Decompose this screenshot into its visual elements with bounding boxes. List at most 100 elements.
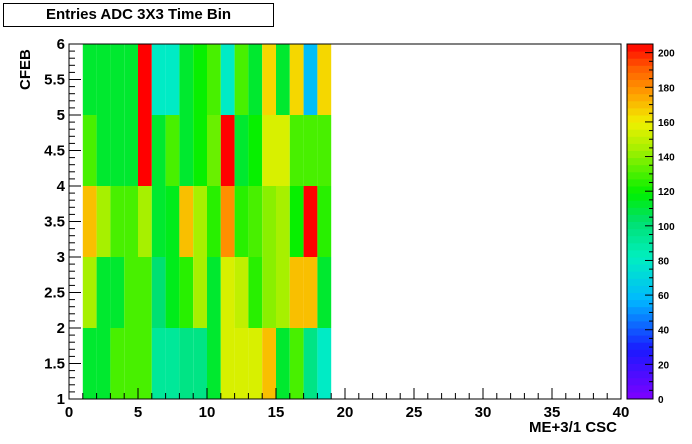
- x-tick-label: 25: [406, 404, 423, 421]
- x-tick-label: 5: [134, 404, 142, 421]
- heatmap-cell: [248, 115, 263, 186]
- y-tick-label: 1.5: [44, 356, 65, 373]
- palette-swatch: [627, 299, 653, 308]
- palette-swatch: [627, 384, 653, 393]
- palette-swatch: [627, 221, 653, 230]
- heatmap-cell: [248, 257, 263, 328]
- palette-swatch: [627, 186, 653, 194]
- heatmap-cell: [303, 328, 318, 399]
- heatmap-cell: [193, 328, 207, 399]
- heatmap-cell: [179, 44, 194, 115]
- heatmap-cell: [165, 115, 180, 186]
- palette-swatch: [627, 328, 653, 336]
- heatmap-cell: [138, 257, 152, 328]
- y-tick-label: 4: [57, 178, 66, 195]
- heatmap-cell: [317, 186, 332, 257]
- palette-tick-label: 140: [658, 153, 675, 164]
- x-tick-label: 40: [613, 404, 630, 421]
- heatmap-cell: [110, 328, 125, 399]
- palette-swatch: [627, 136, 653, 144]
- heatmap-cell: [151, 257, 166, 328]
- heatmap-cell: [124, 328, 138, 399]
- x-tick-label: 10: [199, 404, 216, 421]
- heatmap-cell: [248, 44, 263, 115]
- y-axis: 1 1.5 2 2.5 3 3.5 4 4.5 5 5.5 6: [44, 36, 81, 408]
- heatmap-cell: [234, 257, 249, 328]
- palette-swatch: [627, 65, 653, 73]
- heatmap-cell: [276, 186, 290, 257]
- palette-swatch: [627, 264, 653, 272]
- palette-swatch: [627, 257, 653, 265]
- heatmap-cell: [289, 257, 304, 328]
- palette-swatch: [627, 51, 653, 59]
- heatmap-cell: [220, 115, 235, 186]
- y-tick-label: 5: [57, 107, 65, 124]
- heatmap-cell: [317, 328, 332, 399]
- heatmap-cell: [124, 257, 138, 328]
- heatmap-cell: [276, 115, 290, 186]
- heatmap-cell: [82, 328, 97, 399]
- heatmap-cell: [276, 44, 290, 115]
- y-tick-label: 1: [57, 391, 65, 408]
- palette-swatch: [627, 164, 653, 173]
- palette-swatch: [627, 235, 653, 244]
- heatmap-cell: [193, 44, 207, 115]
- heatmap-cell: [96, 328, 111, 399]
- heatmap-cell: [110, 186, 125, 257]
- heatmap-cell: [234, 115, 249, 186]
- x-axis-label: ME+3/1 CSC: [529, 419, 617, 436]
- palette-swatch: [627, 285, 653, 293]
- palette-swatch: [627, 107, 653, 116]
- palette-swatch: [627, 363, 653, 372]
- heatmap-cell: [303, 115, 318, 186]
- heatmap-cell: [220, 328, 235, 399]
- palette-swatch: [627, 58, 653, 66]
- heatmap-cell: [207, 257, 221, 328]
- heatmap-cell: [165, 186, 180, 257]
- palette-swatch: [627, 249, 653, 258]
- y-tick-label: 2.5: [44, 285, 65, 302]
- palette-swatch: [627, 335, 653, 343]
- y-axis-label: CFEB: [17, 49, 34, 90]
- heatmap-cell: [138, 115, 152, 186]
- heatmap-cell: [289, 115, 304, 186]
- palette-swatch: [627, 200, 653, 208]
- heatmap-cell: [124, 44, 138, 115]
- x-tick-label: 35: [544, 404, 561, 421]
- palette-swatch: [627, 143, 653, 151]
- palette-swatch: [627, 242, 653, 251]
- heatmap-cell: [124, 186, 138, 257]
- y-tick-label: 4.5: [44, 143, 65, 160]
- palette-swatch: [627, 370, 653, 379]
- heatmap-cell: [110, 44, 125, 115]
- palette-swatch: [627, 214, 653, 222]
- heatmap-cell: [207, 44, 221, 115]
- heatmap-cell: [193, 257, 207, 328]
- palette-swatch: [627, 207, 653, 215]
- palette-tick-label: 60: [658, 291, 670, 302]
- heatmap-cell: [179, 257, 194, 328]
- y-tick-label: 5.5: [44, 72, 65, 89]
- palette-swatch: [627, 178, 653, 187]
- heatmap-cell: [317, 44, 332, 115]
- heatmap-cell: [179, 115, 194, 186]
- heatmap-cell: [138, 44, 152, 115]
- heatmap-cell: [96, 257, 111, 328]
- heatmap-cell: [317, 257, 332, 328]
- heatmap-cell: [138, 186, 152, 257]
- heatmap-cell: [220, 44, 235, 115]
- heatmap-cell: [151, 44, 166, 115]
- heatmap-cell: [220, 186, 235, 257]
- heatmap-cell: [289, 328, 304, 399]
- heatmap-cell: [220, 257, 235, 328]
- y-tick-label: 6: [57, 36, 65, 53]
- heatmap-cell: [234, 328, 249, 399]
- heatmap-cell: [276, 328, 290, 399]
- palette-swatch: [627, 306, 653, 315]
- palette-tick-label: 180: [658, 83, 675, 94]
- chart-title: Entries ADC 3X3 Time Bin: [3, 3, 274, 27]
- heatmap-cell: [82, 257, 97, 328]
- palette-swatch: [627, 271, 653, 279]
- heatmap-cell: [179, 186, 194, 257]
